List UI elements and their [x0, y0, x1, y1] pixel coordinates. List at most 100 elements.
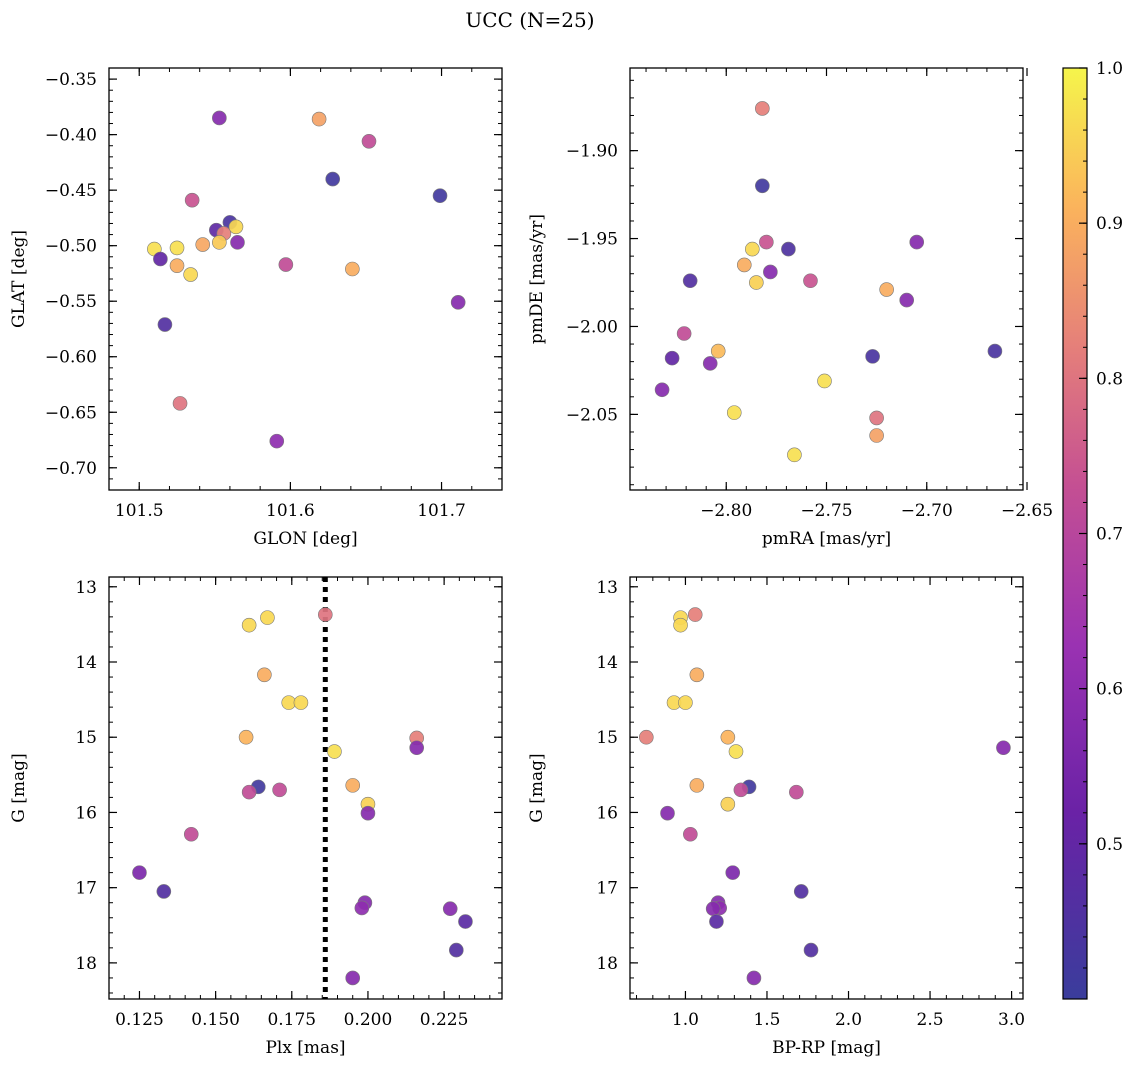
y-tick-label: 18	[596, 954, 618, 974]
scatter-point	[325, 171, 341, 187]
scatter-point	[909, 234, 925, 250]
scatter-point	[687, 607, 703, 622]
points	[639, 607, 1011, 986]
scatter-point	[755, 178, 770, 194]
y-tick-label: 18	[75, 954, 97, 974]
y-tick-label: 17	[596, 879, 618, 899]
y-tick-label: 16	[596, 803, 618, 823]
scatter-point	[272, 782, 287, 798]
points	[654, 101, 1003, 463]
y-tick-label: −2.00	[566, 317, 618, 337]
axes-frame	[108, 67, 503, 491]
scatter-point	[639, 729, 654, 745]
scatter-point	[169, 240, 185, 256]
panel-1: 101.5 101.6 101.7 −0.35 −0.40 −0.45 −0.50 −0.55…	[9, 67, 503, 549]
scatter-point	[709, 914, 724, 929]
y-tick-label: −0.50	[45, 237, 97, 257]
scatter-point	[899, 292, 915, 308]
scatter-point	[257, 667, 272, 683]
scatter-point	[172, 396, 188, 411]
x-tick-label: 0.200	[344, 1010, 393, 1030]
scatter-point	[269, 433, 285, 449]
panel-3: 0.125 0.150 0.175 0.200 0.225 13 14 15 16 17 18 Plx…	[9, 576, 503, 1058]
y-tick-label: −0.55	[45, 292, 97, 312]
x-tick-label: 3.0	[998, 1010, 1025, 1030]
x-tick-label: 0.225	[420, 1010, 469, 1030]
scatter-point	[157, 317, 173, 332]
axes-frame	[629, 67, 1024, 491]
scatter-point	[996, 740, 1011, 756]
scatter-point	[689, 778, 705, 793]
scatter-point	[409, 740, 424, 756]
y-tick-label: −0.45	[45, 181, 97, 201]
scatter-point	[683, 826, 698, 842]
scatter-point	[720, 729, 736, 745]
panel-4: 1.0 1.5 2.0 2.5 3.0 13 14 15 16 17 18 BP-RP [mag] G …	[527, 576, 1025, 1058]
scatter-point	[763, 264, 778, 280]
scatter-point	[726, 405, 742, 420]
x-axis-label: GLON [deg]	[253, 529, 357, 549]
y-tick-label: 14	[596, 653, 618, 673]
scatter-point	[803, 273, 818, 289]
scatter-point	[449, 942, 464, 958]
scatter-point	[755, 101, 770, 116]
scatter-point	[660, 805, 675, 821]
scatter-point	[230, 235, 245, 250]
x-tick-label: −2.80	[700, 501, 752, 521]
x-tick-label: 0.175	[267, 1010, 316, 1030]
scatter-point	[678, 695, 693, 710]
scatter-point	[238, 729, 254, 745]
scatter-point	[781, 241, 796, 257]
x-tick-label: 2.5	[917, 1010, 944, 1030]
y-tick-label: 13	[596, 578, 618, 598]
scatter-point	[676, 326, 692, 341]
x-tick-label: 101.7	[417, 501, 466, 521]
scatter-point	[156, 884, 172, 899]
colorbar-tick-label: 0.7	[1096, 525, 1123, 545]
scatter-point	[746, 970, 762, 986]
scatter-point	[318, 607, 333, 622]
scatter-point	[749, 275, 764, 290]
scatter-point	[278, 257, 294, 272]
scatter-point	[241, 617, 257, 633]
x-tick-label: 2.0	[835, 1010, 862, 1030]
scatter-point	[228, 219, 244, 235]
scatter-point	[702, 356, 718, 371]
scatter-point	[745, 241, 760, 257]
colorbar-tick-label: 0.6	[1096, 680, 1123, 700]
x-tick-label: 1.5	[753, 1010, 780, 1030]
scatter-point	[728, 744, 744, 759]
scatter-point	[345, 261, 360, 277]
x-tick-label: −2.75	[800, 501, 852, 521]
scatter-point	[987, 343, 1003, 359]
scatter-point	[450, 295, 466, 310]
colorbar-tick-label: 1.0	[1096, 59, 1123, 79]
points	[147, 110, 466, 449]
y-tick-label: 16	[75, 803, 97, 823]
scatter-point	[184, 192, 200, 208]
scatter-point	[869, 410, 884, 426]
y-tick-label: 17	[75, 879, 97, 899]
y-tick-label: −0.70	[45, 459, 97, 479]
x-tick-label: 0.125	[115, 1010, 164, 1030]
x-tick-label: 1.0	[672, 1010, 699, 1030]
scatter-point	[354, 900, 370, 916]
scatter-point	[293, 695, 309, 710]
scatter-point	[169, 258, 185, 273]
x-tick-label: 101.5	[115, 501, 164, 521]
scatter-point	[793, 884, 809, 899]
colorbar-tick-label: 0.5	[1096, 835, 1123, 855]
y-tick-label: 13	[75, 578, 97, 598]
figure-title: UCC (N=25)	[465, 8, 594, 32]
scatter-point	[212, 110, 227, 126]
scatter-point	[879, 282, 894, 297]
y-tick-label: −0.40	[45, 126, 97, 146]
scatter-point	[195, 237, 211, 252]
y-axis-label: GLAT [deg]	[9, 230, 29, 328]
colorbar-tick-label: 0.8	[1096, 369, 1123, 389]
axes-frame	[108, 576, 503, 1000]
y-tick-label: 14	[75, 653, 97, 673]
scatter-point	[345, 970, 361, 986]
scatter-point	[432, 188, 448, 204]
